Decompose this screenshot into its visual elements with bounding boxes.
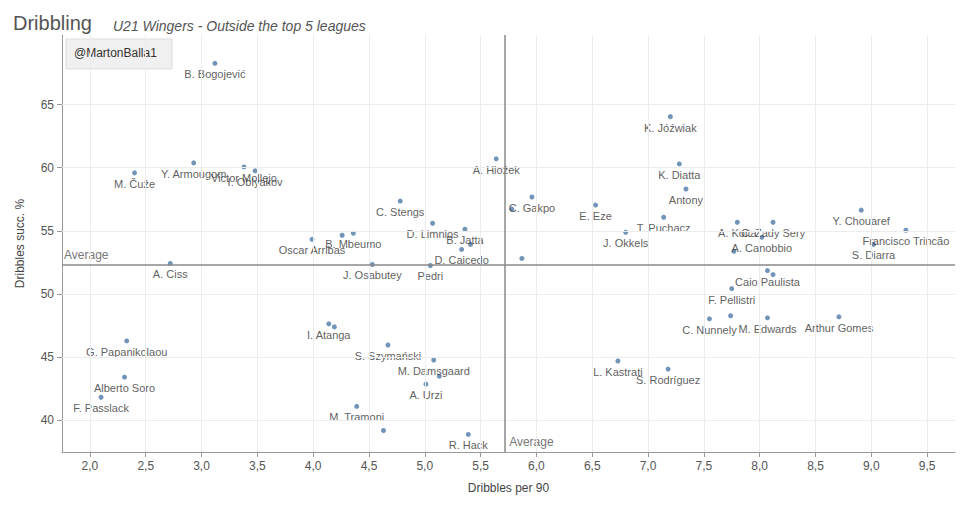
svg-text:I. Oblyakov: I. Oblyakov [228,176,284,188]
svg-text:M. Čuže: M. Čuže [114,178,155,190]
svg-text:Pedri: Pedri [418,270,444,282]
svg-text:2,5: 2,5 [137,459,154,473]
svg-text:Alberto Soro: Alberto Soro [93,382,156,395]
svg-text:E. Eze: E. Eze [579,210,611,222]
svg-text:A. Urzi: A. Urzi [409,389,443,402]
svg-text:60: 60 [41,161,55,175]
svg-text:F. Pellistri: F. Pellistri [708,294,755,306]
svg-text:A. Hložek: A. Hložek [473,164,521,176]
svg-text:9,0: 9,0 [863,459,880,473]
svg-text:F. Passlack: F. Passlack [73,402,129,414]
svg-text:S. Szymański: S. Szymański [355,350,422,362]
svg-text:Dribbling: Dribbling [13,12,92,34]
svg-text:@MartonBalla1: @MartonBalla1 [74,46,157,60]
svg-text:Average: Average [64,248,109,262]
svg-text:S. Diarra: S. Diarra [852,249,896,261]
svg-text:U21 Wingers - Outside the top: U21 Wingers - Outside the top 5 leagues [113,18,366,34]
svg-text:B. Mbeumo: B. Mbeumo [325,238,381,250]
svg-text:45: 45 [41,350,55,364]
svg-text:C. Gakpo: C. Gakpo [509,202,555,214]
svg-text:M. Tramoni: M. Tramoni [329,411,384,423]
svg-text:Y. Armougom: Y. Armougom [161,167,227,180]
svg-text:7,5: 7,5 [696,459,713,473]
svg-text:4,5: 4,5 [361,459,378,473]
svg-text:Antony: Antony [669,194,704,206]
svg-text:A. Ciss: A. Ciss [153,268,188,280]
svg-text:8,0: 8,0 [751,459,768,473]
svg-text:55: 55 [41,224,55,238]
svg-text:3,5: 3,5 [249,459,266,473]
svg-text:A. Canobbio: A. Canobbio [732,242,793,254]
svg-text:2,0: 2,0 [82,459,99,473]
svg-text:T. Puchacz: T. Puchacz [637,222,691,234]
svg-text:C. Nunnely: C. Nunnely [682,324,737,336]
svg-text:K. Jóźwiak: K. Jóźwiak [644,122,697,134]
svg-text:D. Limnios: D. Limnios [406,228,459,241]
svg-text:R. Hack: R. Hack [449,439,489,451]
svg-text:8,5: 8,5 [807,459,824,473]
svg-text:A. Koita: A. Koita [718,227,757,240]
svg-text:50: 50 [41,287,55,301]
svg-text:40: 40 [41,413,55,427]
svg-text:Oscar Arribas: Oscar Arribas [278,244,346,257]
svg-text:Average: Average [509,435,554,449]
svg-text:6,5: 6,5 [584,459,601,473]
svg-text:C. Zady Sery: C. Zady Sery [741,227,806,239]
svg-text:K. Diatta: K. Diatta [658,169,701,181]
svg-text:M. Damsgaard: M. Damsgaard [398,365,470,377]
svg-text:J. Osabutey: J. Osabutey [343,269,402,281]
svg-text:I. Atanga: I. Atanga [307,328,351,341]
svg-text:L. Kastrati: L. Kastrati [593,366,643,378]
svg-text:7,0: 7,0 [640,459,657,473]
svg-text:4,0: 4,0 [305,459,322,473]
svg-text:65: 65 [41,98,55,112]
svg-text:Caio Paulista: Caio Paulista [735,276,801,288]
svg-text:M. Edwards: M. Edwards [738,323,797,335]
svg-text:S. Rodríguez: S. Rodríguez [636,374,700,386]
svg-text:Dribbles per 90: Dribbles per 90 [468,481,550,495]
svg-text:5,5: 5,5 [472,459,489,473]
svg-text:Y. Chouaref: Y. Chouaref [833,215,891,227]
svg-text:Francisco Trincão: Francisco Trincão [862,235,949,247]
svg-text:B. Jatta: B. Jatta [446,234,484,246]
svg-text:3,0: 3,0 [193,459,210,473]
svg-text:Dribbles succ. %: Dribbles succ. % [13,198,27,288]
svg-text:9,5: 9,5 [919,459,936,473]
svg-text:5,0: 5,0 [416,459,433,473]
svg-text:C. Stengs: C. Stengs [376,206,425,218]
svg-text:Arthur Gomes: Arthur Gomes [804,321,874,334]
svg-text:J. Okkels: J. Okkels [603,237,649,249]
svg-text:B. Bogojević: B. Bogojević [184,68,246,80]
svg-text:G. Papanikolaou: G. Papanikolaou [86,346,167,358]
svg-text:6,0: 6,0 [528,459,545,473]
